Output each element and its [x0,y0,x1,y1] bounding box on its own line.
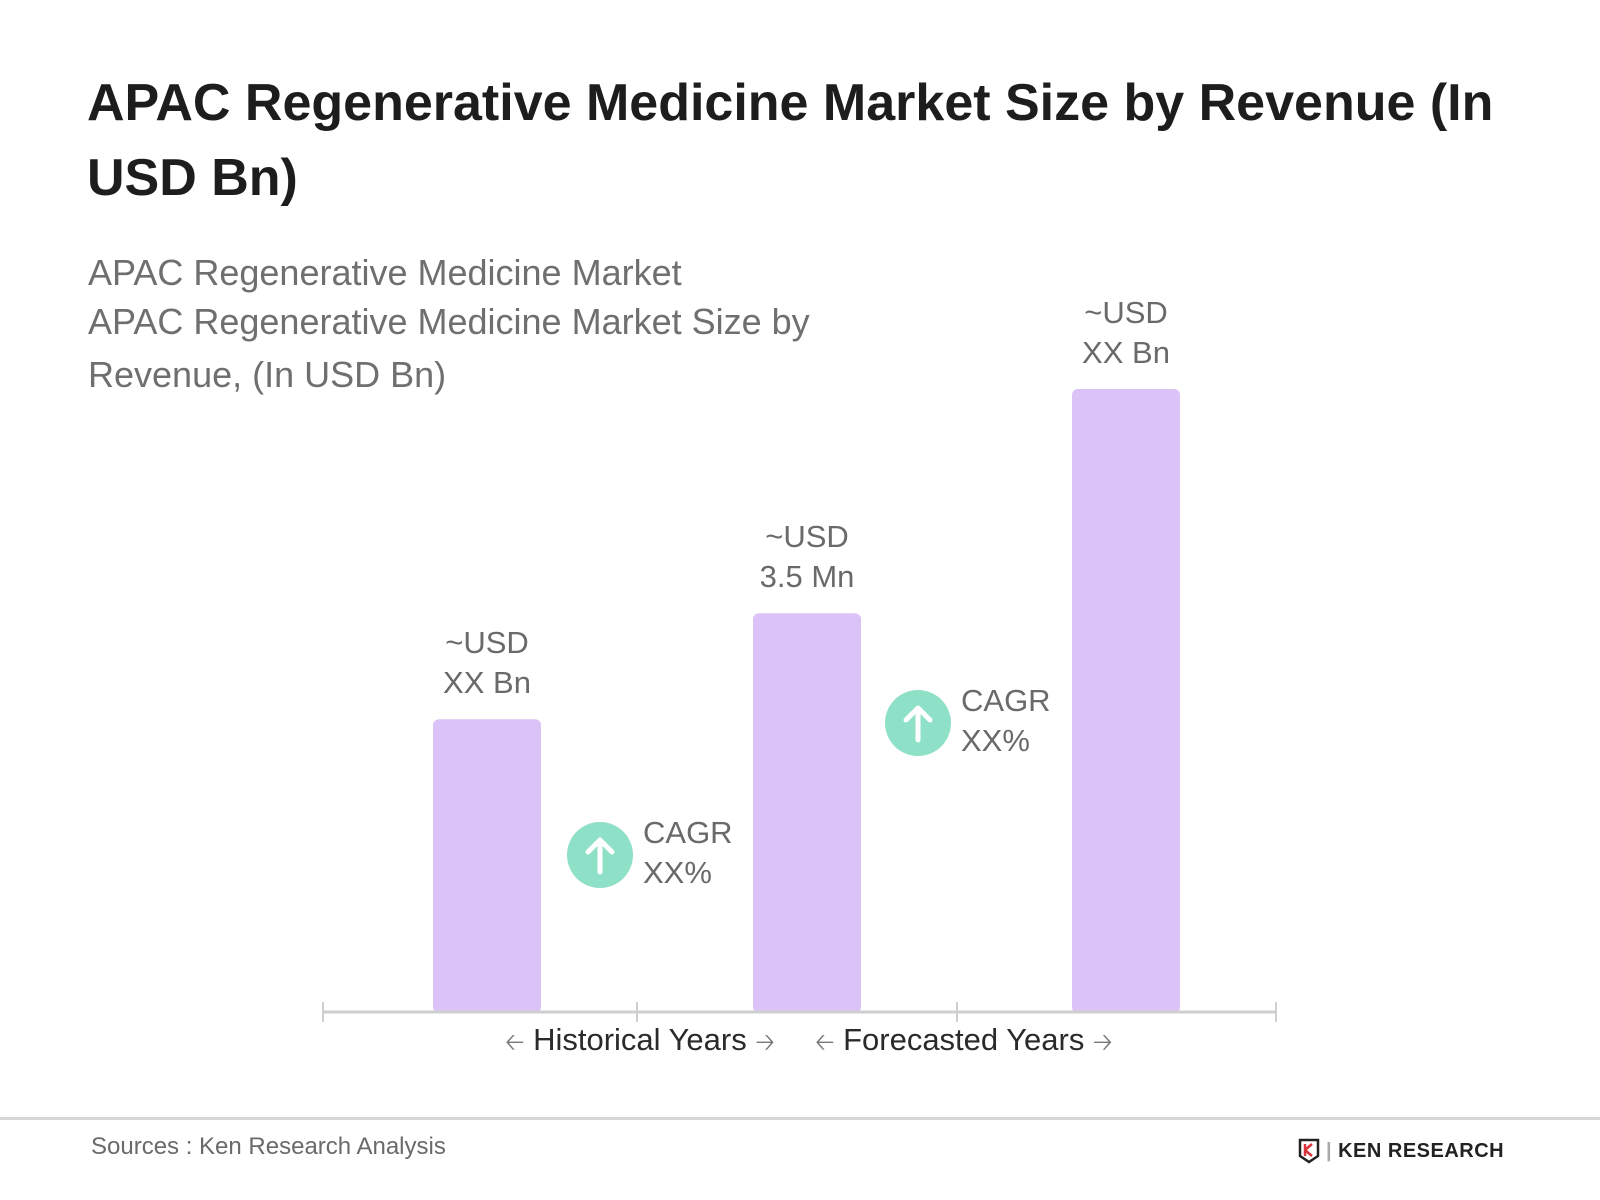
bar-label-line: XX Bn [443,665,531,701]
logo-icon [1298,1138,1320,1164]
bar-label-line: ~USD [765,519,849,555]
bar [753,613,861,1013]
chart-title: APAC Regenerative Medicine Market Size b… [87,74,1494,207]
footer-divider [0,1117,1600,1120]
cagr-value: XX% [961,723,1030,758]
arrow-right-icon: 🡢 [1092,1029,1113,1056]
bar-value-label: ~USD XX Bn [1026,293,1226,373]
bar-label-line: XX Bn [1082,335,1170,370]
source-note: Sources : Ken Research Analysis [91,1133,446,1160]
arrow-right-icon: 🡢 [755,1029,775,1056]
bar-label-line: 3.5 Mn [759,559,855,595]
bar-label-line: ~USD [1084,295,1168,330]
period-label: Historical Years [533,1022,747,1057]
cagr-label: CAGR XX% [643,813,733,893]
arrow-up-icon [903,705,933,743]
arrow-left-icon: 🡠 [815,1029,835,1056]
bar-value-label: ~USD 3.5 Mn [707,517,907,597]
subtitle-line: APAC Regenerative Medicine Market [88,252,682,293]
arrow-left-icon: 🡠 [505,1029,525,1056]
bar-label-line: ~USD [445,625,529,661]
legend-forecast: 🡠 Forecasted Years 🡢 [815,1022,1112,1066]
subtitle-line: APAC Regenerative Medicine Market Size b… [88,301,810,342]
bar-value-label: ~USD XX Bn [387,623,587,703]
cagr-label: CAGR [961,683,1051,718]
subtitle-line: Revenue, (In USD Bn) [88,354,447,395]
bar [1072,389,1180,1013]
legend-historical: 🡠 Historical Years 🡢 [505,1022,775,1066]
ken-research-logo: | KEN RESEARCH [1298,1138,1504,1164]
bar [433,719,541,1013]
period-label: Forecasted Years [843,1022,1085,1057]
cagr-value: XX% [643,855,712,890]
arrow-up-icon [585,837,615,875]
cagr-label: CAGR XX% [961,681,1051,761]
logo-text: KEN RESEARCH [1338,1139,1505,1162]
cagr-label: CAGR [643,815,733,850]
